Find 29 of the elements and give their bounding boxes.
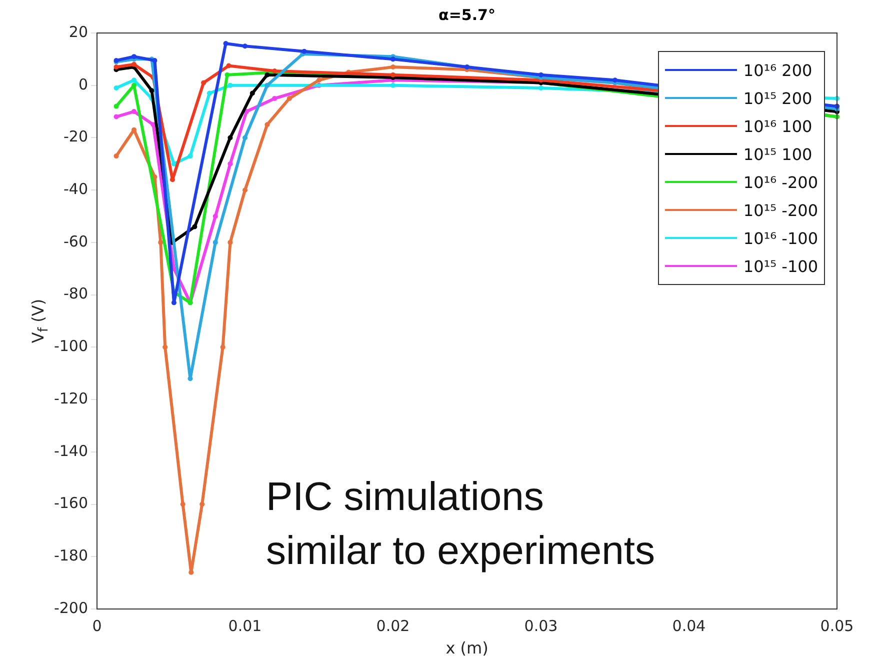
x-tick-label: 0.04 <box>672 616 706 635</box>
x-tick-label: 0.03 <box>524 616 558 635</box>
y-tick-label: -180 <box>54 546 88 565</box>
x-tick-label: 0.05 <box>820 616 854 635</box>
legend-label: 10¹⁵ -200 <box>743 200 818 220</box>
x-axis-title: x (m) <box>446 638 488 658</box>
x-tick-label: 0 <box>92 616 102 635</box>
legend-label: 10¹⁶ -100 <box>743 228 818 248</box>
y-tick-label: -20 <box>64 128 88 146</box>
legend-label: 10¹⁶ -200 <box>743 172 818 192</box>
y-tick-label: -120 <box>54 389 88 408</box>
y-tick-label: 0 <box>78 75 88 94</box>
y-tick-label: 20 <box>68 22 88 41</box>
legend-label: 10¹⁶ 100 <box>743 116 812 136</box>
legend-label: 10¹⁶ 200 <box>743 60 812 80</box>
y-tick-label: -80 <box>64 284 88 303</box>
legend-label: 10¹⁵ 200 <box>743 88 812 108</box>
y-tick-label: -160 <box>54 494 88 512</box>
y-tick-label: -40 <box>64 180 88 198</box>
x-tick-label: 0.02 <box>376 616 410 635</box>
legend-label: 10¹⁵ 100 <box>743 144 812 164</box>
y-tick-label: -100 <box>54 337 88 356</box>
chart-title: α=5.7° <box>438 6 496 24</box>
y-tick-label: -140 <box>54 442 88 460</box>
x-tick-label: 0.01 <box>228 616 262 635</box>
annotation: PIC simulations similar to experiments <box>266 474 656 575</box>
y-tick-label: -200 <box>54 598 88 617</box>
legend-label: 10¹⁵ -100 <box>743 256 818 276</box>
y-tick-label: -60 <box>64 232 88 250</box>
